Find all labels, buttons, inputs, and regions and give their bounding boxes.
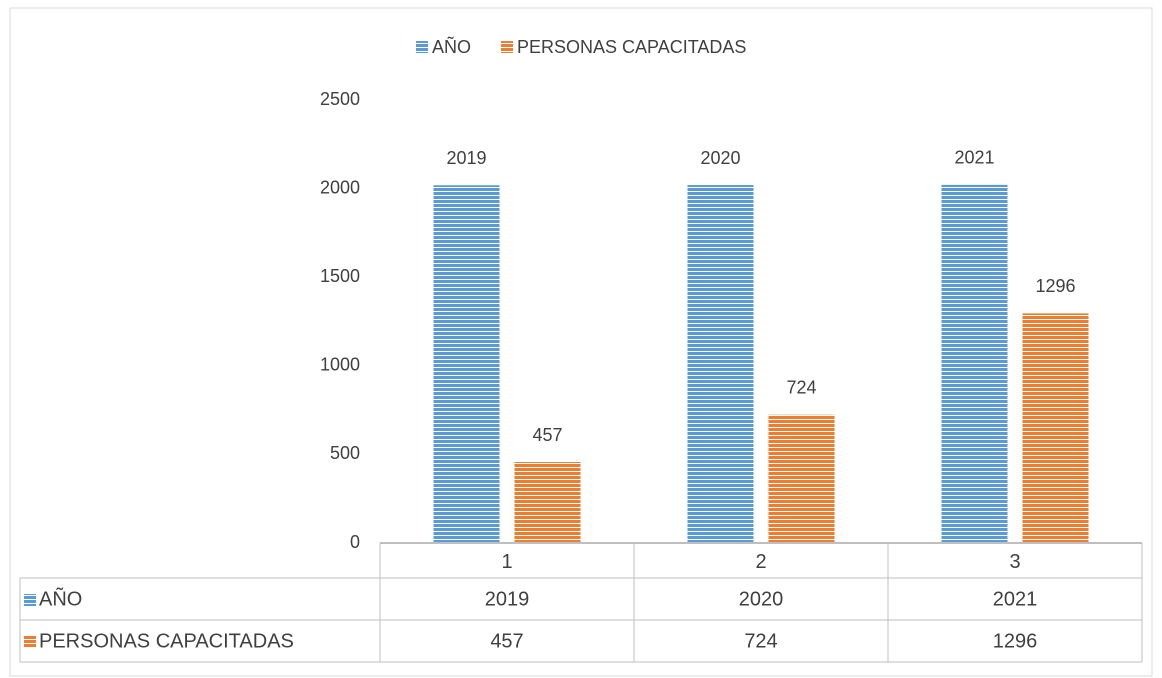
legend-key <box>501 41 514 53</box>
data-label: 2020 <box>700 148 740 168</box>
legend-label: PERSONAS CAPACITADAS <box>517 37 746 57</box>
table-cell: 457 <box>490 630 523 652</box>
y-tick-label: 2000 <box>320 177 360 197</box>
table-row-label: AÑO <box>39 586 82 610</box>
table-row-label: PERSONAS CAPACITADAS <box>39 630 294 652</box>
bar <box>514 462 581 543</box>
data-label: 724 <box>786 377 816 397</box>
bar <box>687 185 754 543</box>
x-tick-label: 1 <box>501 551 512 573</box>
y-tick-label: 1500 <box>320 266 360 286</box>
y-tick-label: 1000 <box>320 355 360 375</box>
table-legend-key <box>24 636 36 648</box>
x-tick-label: 2 <box>755 551 766 573</box>
legend-label: AÑO <box>432 36 471 57</box>
data-label: 2019 <box>446 148 486 168</box>
table-cell: 2019 <box>485 588 530 610</box>
table-cell: 1296 <box>993 630 1038 652</box>
bar <box>768 414 835 543</box>
data-label: 1296 <box>1035 276 1075 296</box>
y-tick-label: 500 <box>330 443 360 463</box>
table-cell: 724 <box>744 630 777 652</box>
table-cell: 2020 <box>739 588 784 610</box>
data-label: 2021 <box>954 148 994 168</box>
bar <box>1022 313 1089 543</box>
y-tick-label: 2500 <box>320 89 360 109</box>
table-cell: 2021 <box>993 588 1038 610</box>
bar <box>941 184 1008 544</box>
table-legend-key <box>24 594 36 606</box>
bar <box>433 185 500 543</box>
data-label: 457 <box>532 425 562 445</box>
legend-key <box>416 41 428 53</box>
x-tick-label: 3 <box>1009 551 1020 573</box>
y-tick-label: 0 <box>350 532 360 552</box>
